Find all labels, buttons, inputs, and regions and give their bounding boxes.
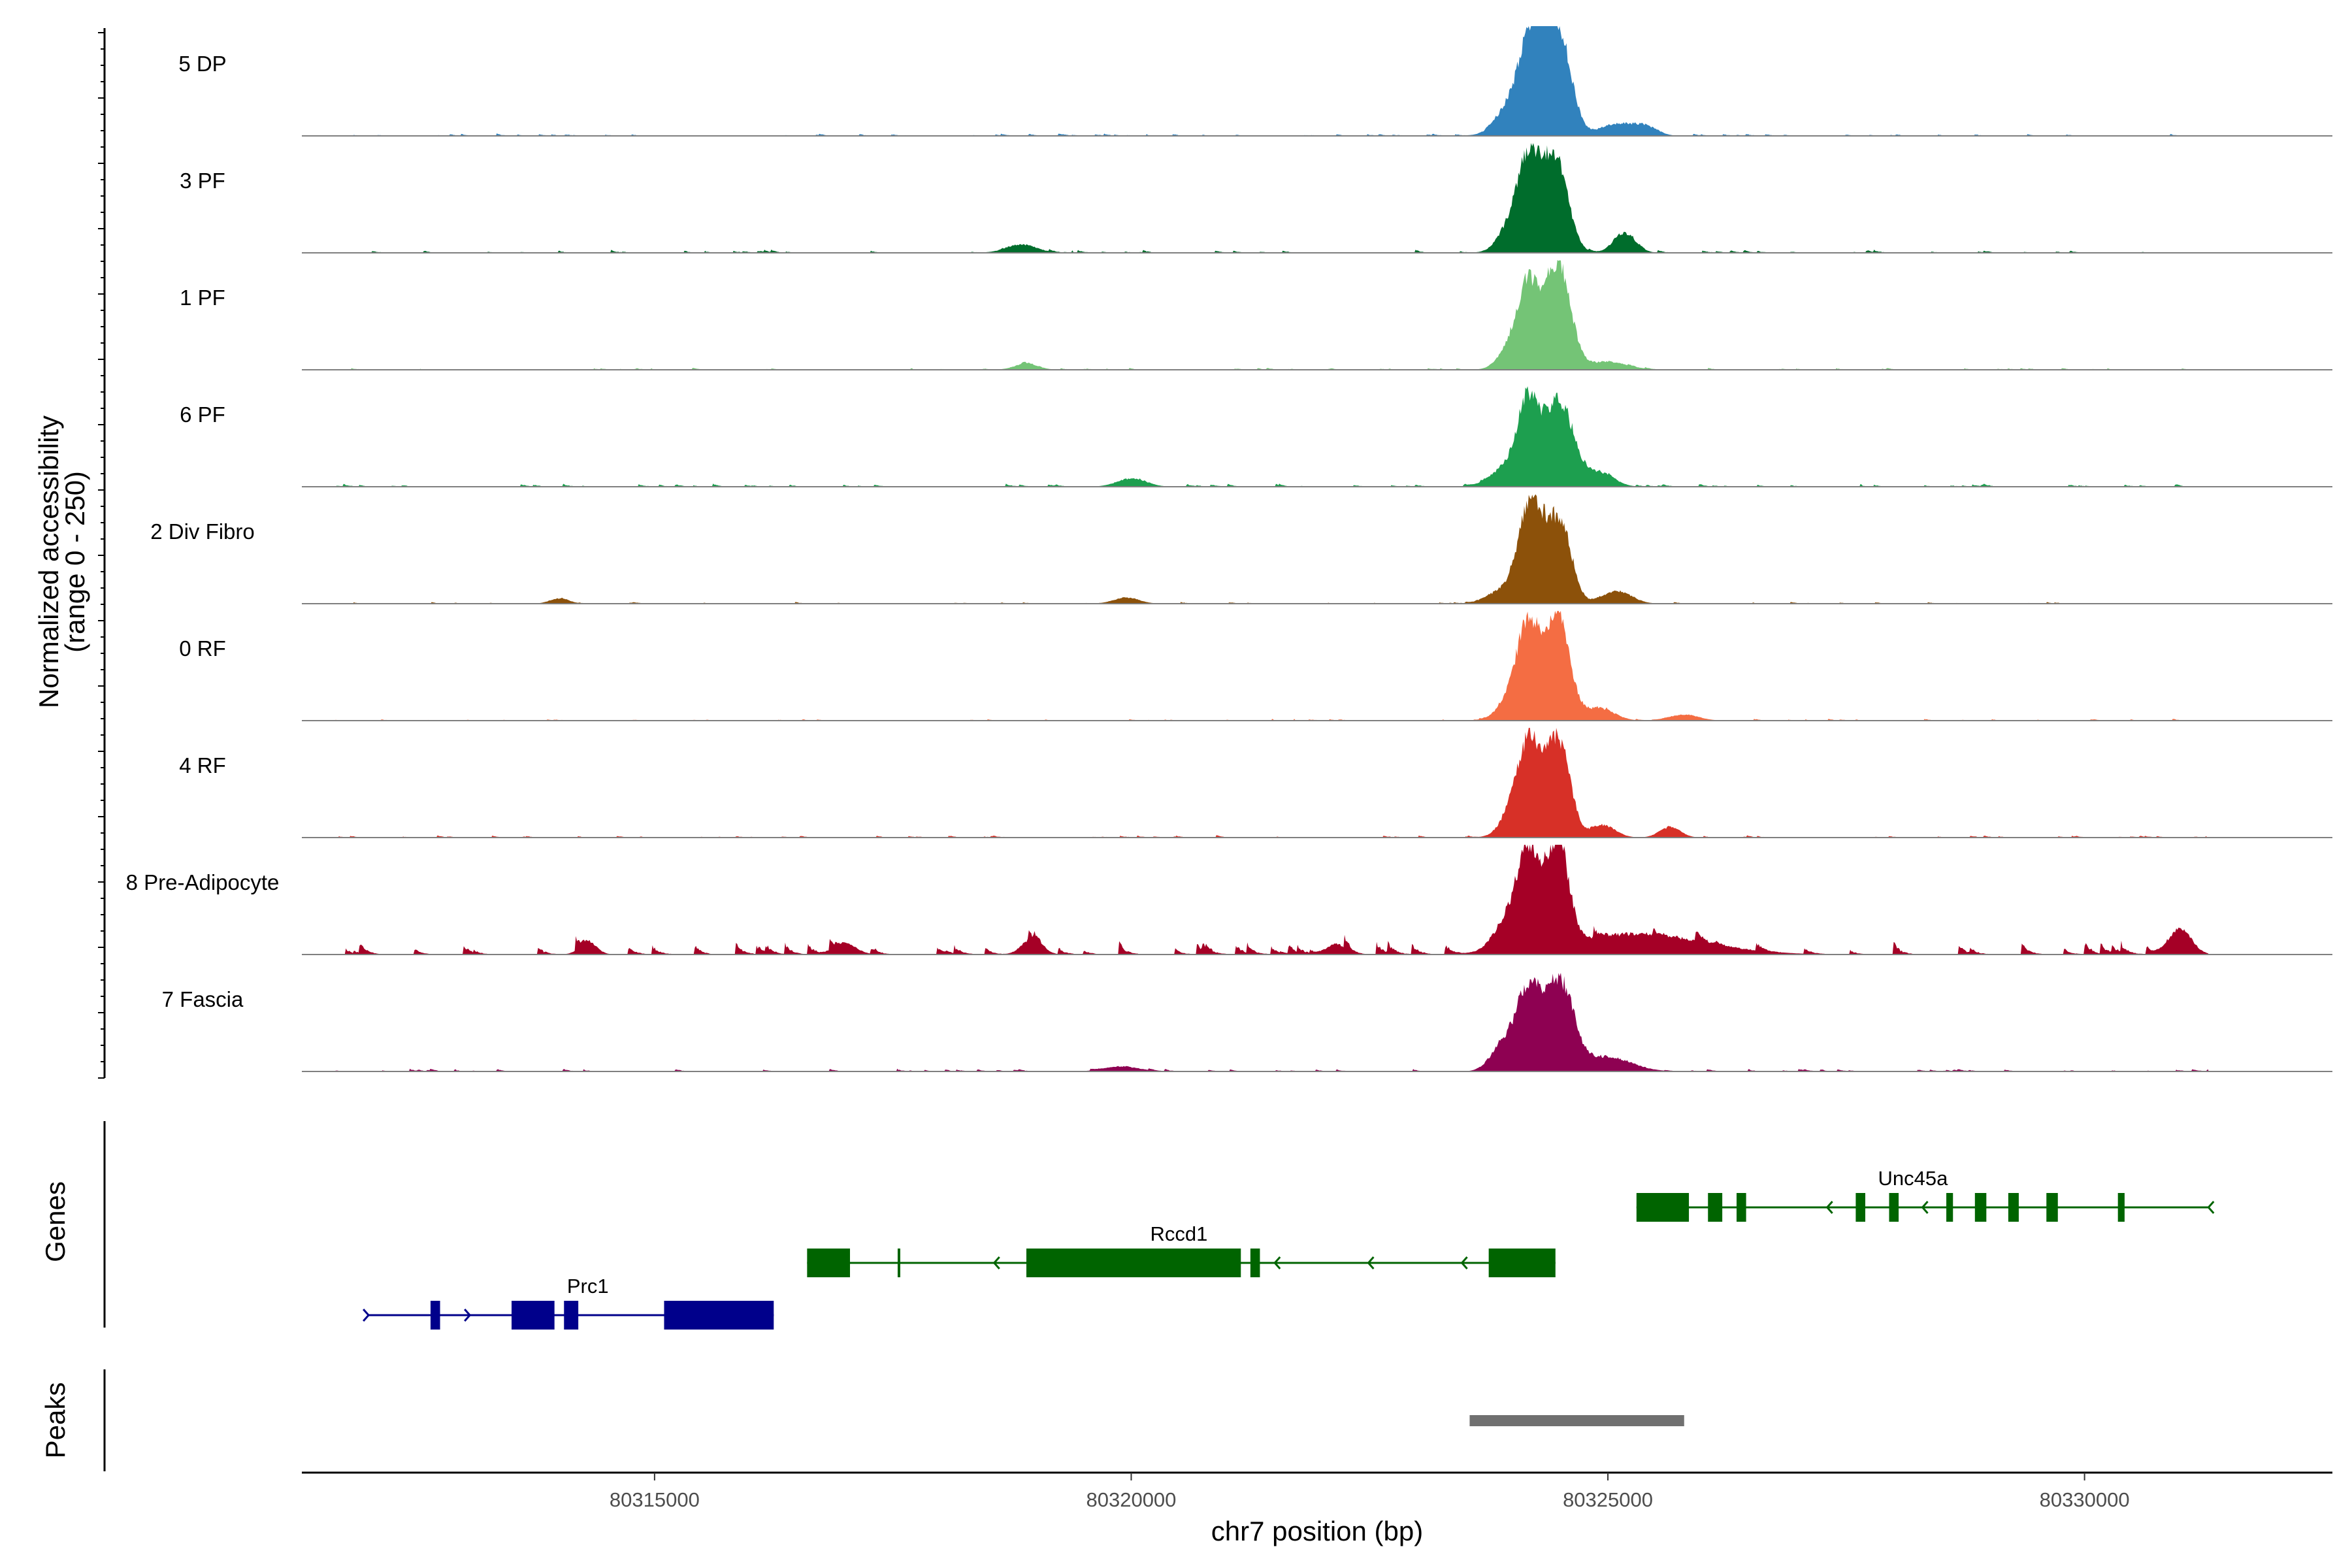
coverage-tracks: 5 DP 3 PF 1 PF 6 PF 2 Div Fibro 0 RF 4 RF 8 Pre…	[126, 26, 2332, 1072]
track-0-rf: 0 RF	[179, 611, 2332, 721]
peak-regions	[1469, 1415, 1684, 1426]
exon	[512, 1301, 555, 1330]
gene-rccd1: Rccd1	[807, 1222, 1556, 1277]
x-axis: 80315000 80320000 80325000 80330000 chr7 po…	[302, 1471, 2332, 1546]
exon	[897, 1249, 900, 1277]
y-axis-title: Normalized accessibility (range 0 - 250)	[33, 416, 90, 708]
genes-panel: Genes Prc1 Rccd1 Unc45a	[40, 1121, 2215, 1330]
track-1-pf: 1 PF	[180, 260, 2332, 370]
strand-arrow	[1825, 1201, 1833, 1214]
exon	[1488, 1249, 1556, 1277]
x-tick-label: 80315000	[610, 1488, 700, 1511]
strand-arrow	[2207, 1201, 2215, 1214]
y-axis-ticks	[98, 32, 105, 1079]
gene-label: Rccd1	[1150, 1222, 1207, 1245]
gene-prc1: Prc1	[363, 1275, 774, 1330]
strand-arrow	[1367, 1256, 1375, 1269]
exon	[1026, 1249, 1241, 1277]
gene-label: Unc45a	[1878, 1167, 1949, 1190]
exon	[564, 1301, 579, 1330]
genes-panel-title: Genes	[40, 1181, 71, 1262]
track-4-rf: 4 RF	[179, 728, 2332, 838]
coverage-area	[333, 386, 2209, 487]
track-label: 1 PF	[180, 286, 225, 310]
track-label: 5 DP	[178, 52, 226, 76]
y-axis-title-line-2: (range 0 - 250)	[59, 471, 90, 653]
track-label: 3 PF	[180, 169, 225, 193]
coverage-area	[333, 143, 2209, 253]
track-5-dp: 5 DP	[178, 26, 2332, 137]
track-label: 7 Fascia	[162, 987, 244, 1011]
peaks-panel-title: Peaks	[40, 1382, 71, 1459]
coverage-area	[333, 26, 2209, 136]
exon	[1946, 1193, 1953, 1222]
track-3-pf: 3 PF	[180, 143, 2332, 253]
track-label: 0 RF	[179, 636, 226, 661]
coverage-area	[333, 973, 2209, 1071]
exon	[2046, 1193, 2058, 1222]
exon	[2008, 1193, 2019, 1222]
exon	[1737, 1193, 1746, 1222]
coverage-area	[333, 260, 2209, 370]
strand-arrow	[1460, 1256, 1468, 1269]
exon	[807, 1249, 851, 1277]
coverage-area	[333, 845, 2209, 955]
x-axis-title: chr7 position (bp)	[1211, 1516, 1424, 1546]
exon	[2117, 1193, 2125, 1222]
exon	[1855, 1193, 1866, 1222]
strand-arrow	[992, 1256, 1000, 1269]
strand-arrow	[1273, 1256, 1281, 1269]
exon	[1974, 1193, 1987, 1222]
strand-arrow	[464, 1309, 472, 1322]
exon	[664, 1301, 774, 1330]
gene-unc45a: Unc45a	[1636, 1167, 2215, 1222]
track-label: 4 RF	[179, 753, 226, 777]
exon	[430, 1301, 440, 1330]
x-tick-label: 80320000	[1086, 1488, 1176, 1511]
coverage-area	[333, 728, 2209, 838]
track-6-pf: 6 PF	[180, 386, 2332, 487]
exon	[1708, 1193, 1723, 1222]
peaks-panel: Peaks	[40, 1369, 1684, 1471]
exon	[1250, 1249, 1260, 1277]
x-axis-ticks: 80315000 80320000 80325000 80330000	[610, 1473, 2130, 1511]
peak-region	[1469, 1415, 1684, 1426]
coverage-area	[333, 611, 2209, 721]
strand-arrow	[1921, 1201, 1929, 1214]
track-label: 6 PF	[180, 402, 225, 427]
exon	[1636, 1193, 1690, 1222]
y-axis-title-line-1: Normalized accessibility	[33, 416, 64, 708]
gene-label: Prc1	[567, 1275, 609, 1298]
track-label: 8 Pre-Adipocyte	[126, 870, 280, 894]
track-label: 2 Div Fibro	[150, 519, 255, 544]
track-2-div-fibro: 2 Div Fibro	[150, 494, 2332, 604]
strand-arrow	[363, 1309, 370, 1322]
x-tick-label: 80330000	[2040, 1488, 2130, 1511]
coverage-area	[333, 494, 2209, 604]
x-tick-label: 80325000	[1563, 1488, 1653, 1511]
exon	[1889, 1193, 1899, 1222]
track-8-pre-adipocyte: 8 Pre-Adipocyte	[126, 845, 2332, 955]
gene-models: Prc1 Rccd1 Unc45a	[363, 1167, 2215, 1330]
track-7-fascia: 7 Fascia	[162, 973, 2332, 1072]
